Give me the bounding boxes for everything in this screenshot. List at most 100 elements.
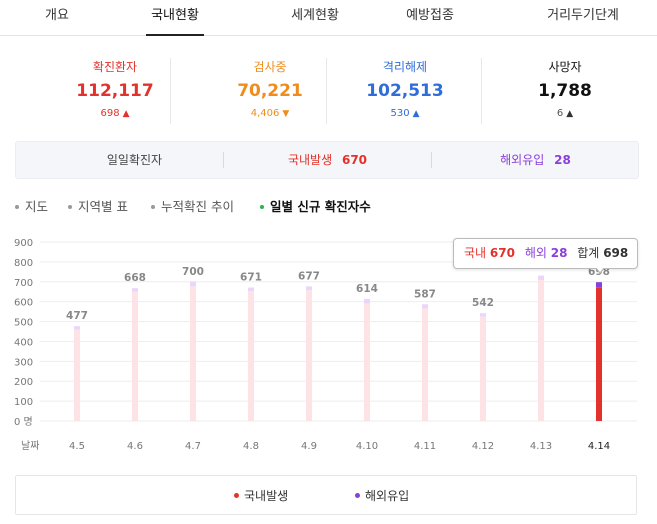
y-tick-label: 100 — [14, 397, 33, 408]
x-tick-label: 4.11 — [414, 441, 436, 452]
daily-cases-chart: 900 800 700 600 500 400 300 200 100 0 명날짜 477 4.5 66… — [14, 238, 637, 452]
stats-panel: 확진환자 112,117 698 ▲ 검사중 70,221 4,406 ▼ 격리해제 102,51… — [0, 36, 657, 136]
stat-value: 112,117 — [76, 81, 154, 101]
tooltip-domestic-label: 국내 — [464, 246, 487, 260]
bar-total-label: 614 — [356, 283, 378, 295]
stat-label: 검사중 — [253, 60, 287, 74]
tooltip-overseas-label: 해외 — [524, 246, 547, 260]
bar-overseas — [190, 281, 196, 287]
tooltip-domestic-value: 670 — [489, 246, 515, 260]
y-tick-label: 0 명 — [14, 416, 33, 428]
arrow-up-icon: ▲ — [566, 109, 574, 119]
bar-domestic — [538, 279, 544, 421]
tab-overview[interactable]: 개요 — [45, 8, 69, 23]
y-tick-label: 500 — [14, 318, 33, 329]
x-tick-label: 4.8 — [243, 441, 259, 452]
legend-overseas[interactable]: 해외유입 — [355, 487, 409, 504]
domestic-summary: 국내발생 670 — [224, 142, 431, 178]
divider — [431, 152, 432, 168]
x-tick-label: 4.9 — [301, 441, 317, 452]
bar-domestic — [596, 287, 602, 421]
x-tick-label: 4.13 — [530, 441, 552, 452]
bar-domestic — [364, 303, 370, 421]
bullet-icon — [15, 204, 19, 209]
bar-overseas — [596, 282, 602, 288]
subtab-map[interactable]: 지도 — [15, 196, 48, 215]
chart-tooltip: 국내 670 해외 28 합계 698 — [453, 238, 638, 274]
bar-overseas — [132, 288, 138, 292]
domestic-value: 670 — [341, 153, 368, 167]
domestic-label: 국내발생 — [287, 153, 333, 167]
overseas-label: 해외유입 — [500, 153, 545, 167]
stat-label: 격리해제 — [382, 60, 428, 74]
bar-total-label: 700 — [182, 266, 204, 278]
daily-cases-label: 일일확진자 — [106, 153, 163, 167]
y-tick-label: 200 — [14, 377, 33, 388]
bar-domestic — [132, 291, 138, 421]
nav-tabs: 개요 국내현황 세계현황 예방접종 거리두기단계 — [0, 0, 657, 36]
x-tick-label: 4.12 — [472, 441, 494, 452]
bar-overseas — [538, 275, 544, 280]
stat-3: 사망자 1,788 6 ▲ — [500, 58, 630, 119]
y-tick-label: 800 — [14, 258, 33, 269]
x-tick-label: 4.14 — [588, 441, 610, 452]
arrow-up-icon: ▲ — [122, 109, 130, 119]
bar-total-label: 477 — [66, 310, 88, 322]
divider — [223, 152, 224, 168]
chart-legend: 국내발생 해외유입 — [15, 475, 637, 515]
legend-dot-icon — [234, 493, 239, 498]
x-tick-label: 4.10 — [356, 441, 378, 452]
bullet-icon — [260, 204, 264, 209]
tooltip-overseas-value: 28 — [550, 246, 568, 260]
bar-total-label: 668 — [124, 272, 146, 284]
stat-label: 확진환자 — [92, 60, 138, 74]
y-tick-label: 600 — [14, 298, 33, 309]
bar-overseas — [364, 298, 370, 304]
stat-value: 1,788 — [538, 81, 592, 101]
bar-overseas — [248, 287, 254, 292]
bar-overseas — [74, 326, 80, 330]
overseas-value: 28 — [554, 153, 571, 167]
legend-domestic[interactable]: 국내발생 — [234, 487, 288, 504]
bar-domestic — [248, 291, 254, 421]
stat-divider — [326, 58, 327, 124]
bullet-icon — [68, 204, 72, 209]
bar-domestic — [74, 329, 80, 421]
tab-domestic[interactable]: 국내현황 — [146, 0, 204, 36]
subtab-daily-new-cases[interactable]: 일별 신규 확진자수 — [260, 196, 371, 215]
y-tick-label: 400 — [14, 337, 33, 348]
x-tick-label: 4.6 — [127, 441, 143, 452]
subtab-region-table[interactable]: 지역별 표 — [68, 196, 128, 215]
bar-overseas — [480, 313, 486, 317]
tab-vaccination[interactable]: 예방접종 — [406, 8, 454, 23]
stat-2: 격리해제 102,513 530 ▲ — [340, 58, 470, 119]
stat-value: 102,513 — [366, 81, 444, 101]
legend-dot-icon — [355, 493, 360, 498]
bar-total-label: 542 — [472, 297, 494, 309]
stat-divider — [481, 58, 482, 124]
stat-1: 검사중 70,221 4,406 ▼ — [205, 58, 335, 119]
bar-overseas — [306, 286, 312, 291]
stat-change: 530 ▲ — [390, 108, 420, 119]
tab-distancing-level[interactable]: 거리두기단계 — [547, 8, 619, 23]
tooltip-total-label: 합계 — [577, 246, 600, 260]
stat-change: 4,406 ▼ — [250, 108, 290, 119]
stat-change: 6 ▲ — [556, 108, 574, 119]
tooltip-arrow — [595, 267, 605, 274]
bar-domestic — [480, 316, 486, 421]
x-tick-label: 4.5 — [69, 441, 85, 452]
y-tick-label: 900 — [14, 238, 33, 249]
y-tick-label: 300 — [14, 357, 33, 368]
stat-divider — [170, 58, 171, 124]
subtab-cumulative-trend[interactable]: 누적확진 추이 — [151, 196, 234, 215]
bar-total-label: 671 — [240, 272, 262, 284]
arrow-up-icon: ▲ — [412, 109, 420, 119]
stat-0: 확진환자 112,117 698 ▲ — [50, 58, 180, 119]
x-axis-label: 날짜 — [21, 440, 39, 452]
stat-value: 70,221 — [237, 81, 303, 101]
tab-world[interactable]: 세계현황 — [291, 8, 339, 23]
y-tick-label: 700 — [14, 278, 33, 289]
bar-domestic — [422, 308, 428, 421]
stat-change: 698 ▲ — [100, 108, 130, 119]
arrow-down-icon: ▼ — [282, 109, 290, 119]
